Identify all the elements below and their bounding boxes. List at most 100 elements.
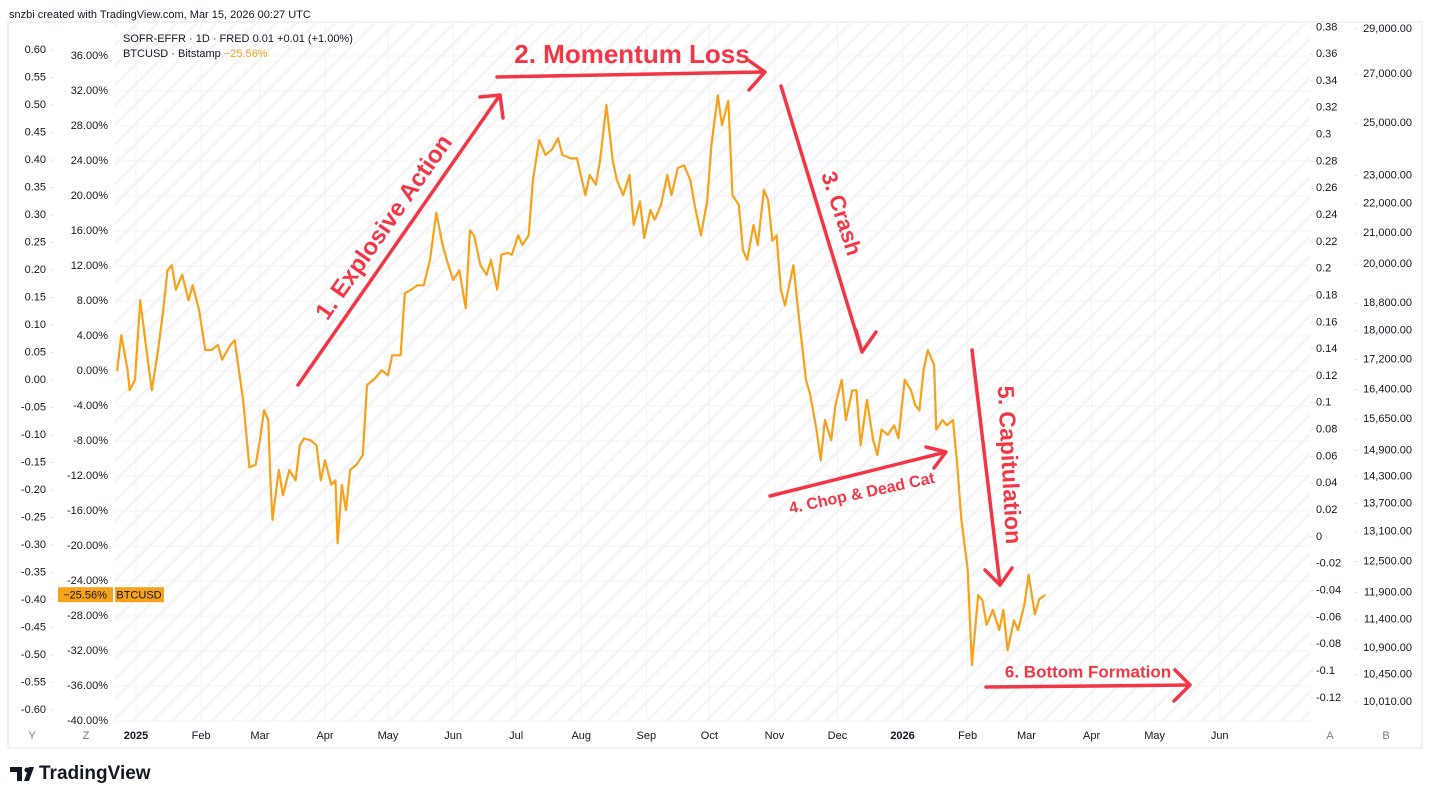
y-tick-label: 24.00% xyxy=(71,155,109,167)
tag-bg xyxy=(115,587,164,603)
y2-tick-label: 0.08 xyxy=(1316,424,1337,436)
y0-tick-label: -0.30 xyxy=(21,539,46,551)
y3-tick-label: 18,800.00 xyxy=(1363,297,1412,309)
y-tick-label: -36.00% xyxy=(67,680,108,692)
x-tick-label: 2026 xyxy=(890,730,914,742)
y0-tick-label: -0.55 xyxy=(21,676,46,688)
series-line xyxy=(116,94,1047,667)
y0-tick-label: 0.35 xyxy=(25,181,46,193)
tag-value: −25.56% xyxy=(63,590,107,602)
y0-tick-label: 0.30 xyxy=(25,209,46,221)
y-tick-label: 32.00% xyxy=(71,85,109,97)
x-tick-label: May xyxy=(1144,730,1165,742)
y2-tick-label: 0.06 xyxy=(1316,450,1337,462)
y2-tick-label: 0.36 xyxy=(1316,48,1337,60)
x-tick-label: Mar xyxy=(1017,730,1036,742)
y3-tick-label: 21,000.00 xyxy=(1363,227,1412,239)
y3-tick-label: 22,000.00 xyxy=(1363,198,1412,210)
legend-name: BTCUSD · Bitstamp xyxy=(123,48,221,60)
y0-tick-label: 0.10 xyxy=(25,319,46,331)
x-tick-label: Apr xyxy=(316,730,333,742)
button[interactable]: A xyxy=(1326,730,1334,742)
arrow xyxy=(296,93,505,387)
y-tick-label: -32.00% xyxy=(67,645,108,657)
y0-tick-label: 0.00 xyxy=(25,374,46,386)
logo-icon xyxy=(24,767,30,773)
x-tick-label: Feb xyxy=(958,730,977,742)
y0-tick-label: 0.05 xyxy=(25,346,46,358)
y0-tick-label: -0.10 xyxy=(21,429,46,441)
y2-tick-label: 0.24 xyxy=(1316,209,1337,221)
y-tick-label: 4.00% xyxy=(77,330,108,342)
y-tick-label: 8.00% xyxy=(77,295,108,307)
button[interactable]: Y xyxy=(28,730,36,742)
y0-tick-label: 0.15 xyxy=(25,291,46,303)
y3-tick-label: 14,900.00 xyxy=(1363,444,1412,456)
y2-tick-label: 0.12 xyxy=(1316,370,1337,382)
y2-tick-label: 0.26 xyxy=(1316,182,1337,194)
arrow xyxy=(768,445,948,498)
y2-tick-label: -0.06 xyxy=(1316,611,1341,623)
y0-tick-label: 0.50 xyxy=(25,99,46,111)
x-tick-label: Jun xyxy=(1211,730,1229,742)
y3-tick-label: 17,200.00 xyxy=(1363,353,1412,365)
y3-tick-label: 16,400.00 xyxy=(1363,384,1412,396)
y-tick-label: -8.00% xyxy=(73,435,108,447)
y2-tick-label: -0.04 xyxy=(1316,584,1341,596)
x-tick-label: Sep xyxy=(637,730,657,742)
y0-tick-label: -0.50 xyxy=(21,649,46,661)
tag-name: BTCUSD xyxy=(116,590,161,602)
y0-tick-label: -0.20 xyxy=(21,484,46,496)
y-tick-label: -40.00% xyxy=(67,715,108,727)
button[interactable]: Z xyxy=(83,730,90,742)
annotation: 6. Bottom Formation xyxy=(1005,662,1171,681)
y-tick-label: -16.00% xyxy=(67,505,108,517)
header: snzbi created with TradingView.com, Mar … xyxy=(9,9,311,21)
y2-tick-label: 0.28 xyxy=(1316,155,1337,167)
price-tag: −25.56% BTCUSD xyxy=(58,587,164,603)
y2-tick-label: 0.04 xyxy=(1316,477,1337,489)
y3-tick-label: 10,450.00 xyxy=(1363,669,1412,681)
y-tick-label: -24.00% xyxy=(67,575,108,587)
y3-tick-label: 25,000.00 xyxy=(1363,117,1412,129)
y3-tick-label: 29,000.00 xyxy=(1363,23,1412,35)
y0-tick-label: -0.40 xyxy=(21,594,46,606)
x-tick-label: Nov xyxy=(765,730,785,742)
x-tick-label: Jun xyxy=(444,730,462,742)
grid xyxy=(115,22,1310,722)
x-tick-label: Aug xyxy=(571,730,591,742)
legend-line2: BTCUSD · Bitstamp −25.56% xyxy=(123,48,268,60)
y0-tick-label: -0.15 xyxy=(21,456,46,468)
y3-tick-label: 13,100.00 xyxy=(1363,526,1412,538)
y0-tick-label: 0.55 xyxy=(25,71,46,83)
y0-tick-label: 0.40 xyxy=(25,154,46,166)
y2-tick-label: 0.1 xyxy=(1316,397,1331,409)
y3-tick-label: 27,000.00 xyxy=(1363,68,1412,80)
y0-tick-label: -0.45 xyxy=(21,621,46,633)
y2-tick-label: 0.38 xyxy=(1316,21,1337,33)
button[interactable]: B xyxy=(1382,730,1389,742)
y2-tick-label: 0.18 xyxy=(1316,289,1337,301)
x-tick-label: Dec xyxy=(828,730,848,742)
y2-tick-label: -0.12 xyxy=(1316,692,1341,704)
y2-tick-label: -0.02 xyxy=(1316,558,1341,570)
plot-bg xyxy=(115,22,1310,722)
y3-tick-label: 14,300.00 xyxy=(1363,470,1412,482)
y2-tick-label: 0 xyxy=(1316,531,1322,543)
y3-tick-label: 20,000.00 xyxy=(1363,258,1412,270)
legend-name: SOFR-EFFR · 1D · FRED xyxy=(123,33,250,45)
arrow xyxy=(970,348,1014,587)
y-tick-label: 20.00% xyxy=(71,190,109,202)
y-tick-label: 16.00% xyxy=(71,225,109,237)
y2-tick-label: 0.02 xyxy=(1316,504,1337,516)
y2-tick-label: 0.3 xyxy=(1316,129,1331,141)
y2-tick-label: -0.1 xyxy=(1316,665,1335,677)
y0-tick-label: -0.05 xyxy=(21,401,46,413)
arrow xyxy=(984,668,1192,703)
logo-icon xyxy=(10,767,34,781)
y2-tick-label: 0.14 xyxy=(1316,343,1337,355)
x-tick-label: Oct xyxy=(701,730,718,742)
y0-tick-label: -0.35 xyxy=(21,566,46,578)
y-tick-label: 36.00% xyxy=(71,50,109,62)
y-tick-label: 12.00% xyxy=(71,260,109,272)
